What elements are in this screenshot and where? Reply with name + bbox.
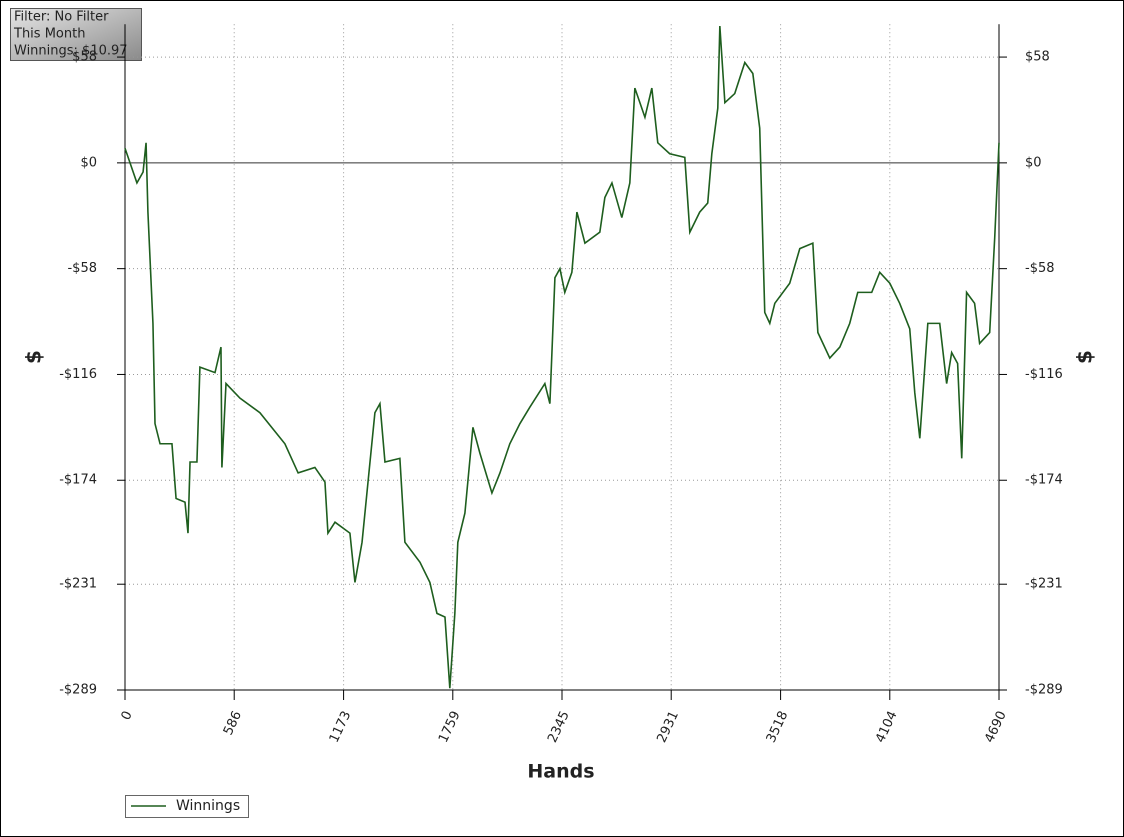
legend [125,795,249,818]
y-tick-label: -$231 [59,577,97,592]
y-tick-label: -$174 [59,473,97,488]
y2-tick-label: $0 [1025,155,1042,170]
y2-axis-label: $ [1073,350,1097,364]
legend-label: Winnings [176,798,240,814]
info-period: This Month [13,27,85,42]
y-tick-label: -$289 [59,683,97,698]
y-axis-label: $ [22,350,46,364]
y2-tick-label: -$231 [1025,577,1063,592]
y2-tick-label: -$174 [1025,473,1063,488]
y2-tick-label: -$289 [1025,683,1063,698]
info-winnings: Winnings: $10.97 [14,44,128,59]
y-tick-label: $0 [80,155,97,170]
info-filter: Filter: No Filter [14,10,109,25]
y2-tick-label: -$58 [1025,261,1055,276]
info-box [10,8,142,61]
y-tick-label: -$58 [67,261,97,276]
winnings-line [124,26,1000,689]
y-tick-label: -$116 [59,367,97,382]
x-axis-label: Hands [527,761,594,783]
y-tick-label: $58 [72,50,97,65]
y2-tick-label: -$116 [1025,367,1063,382]
y2-tick-label: $58 [1025,50,1050,65]
